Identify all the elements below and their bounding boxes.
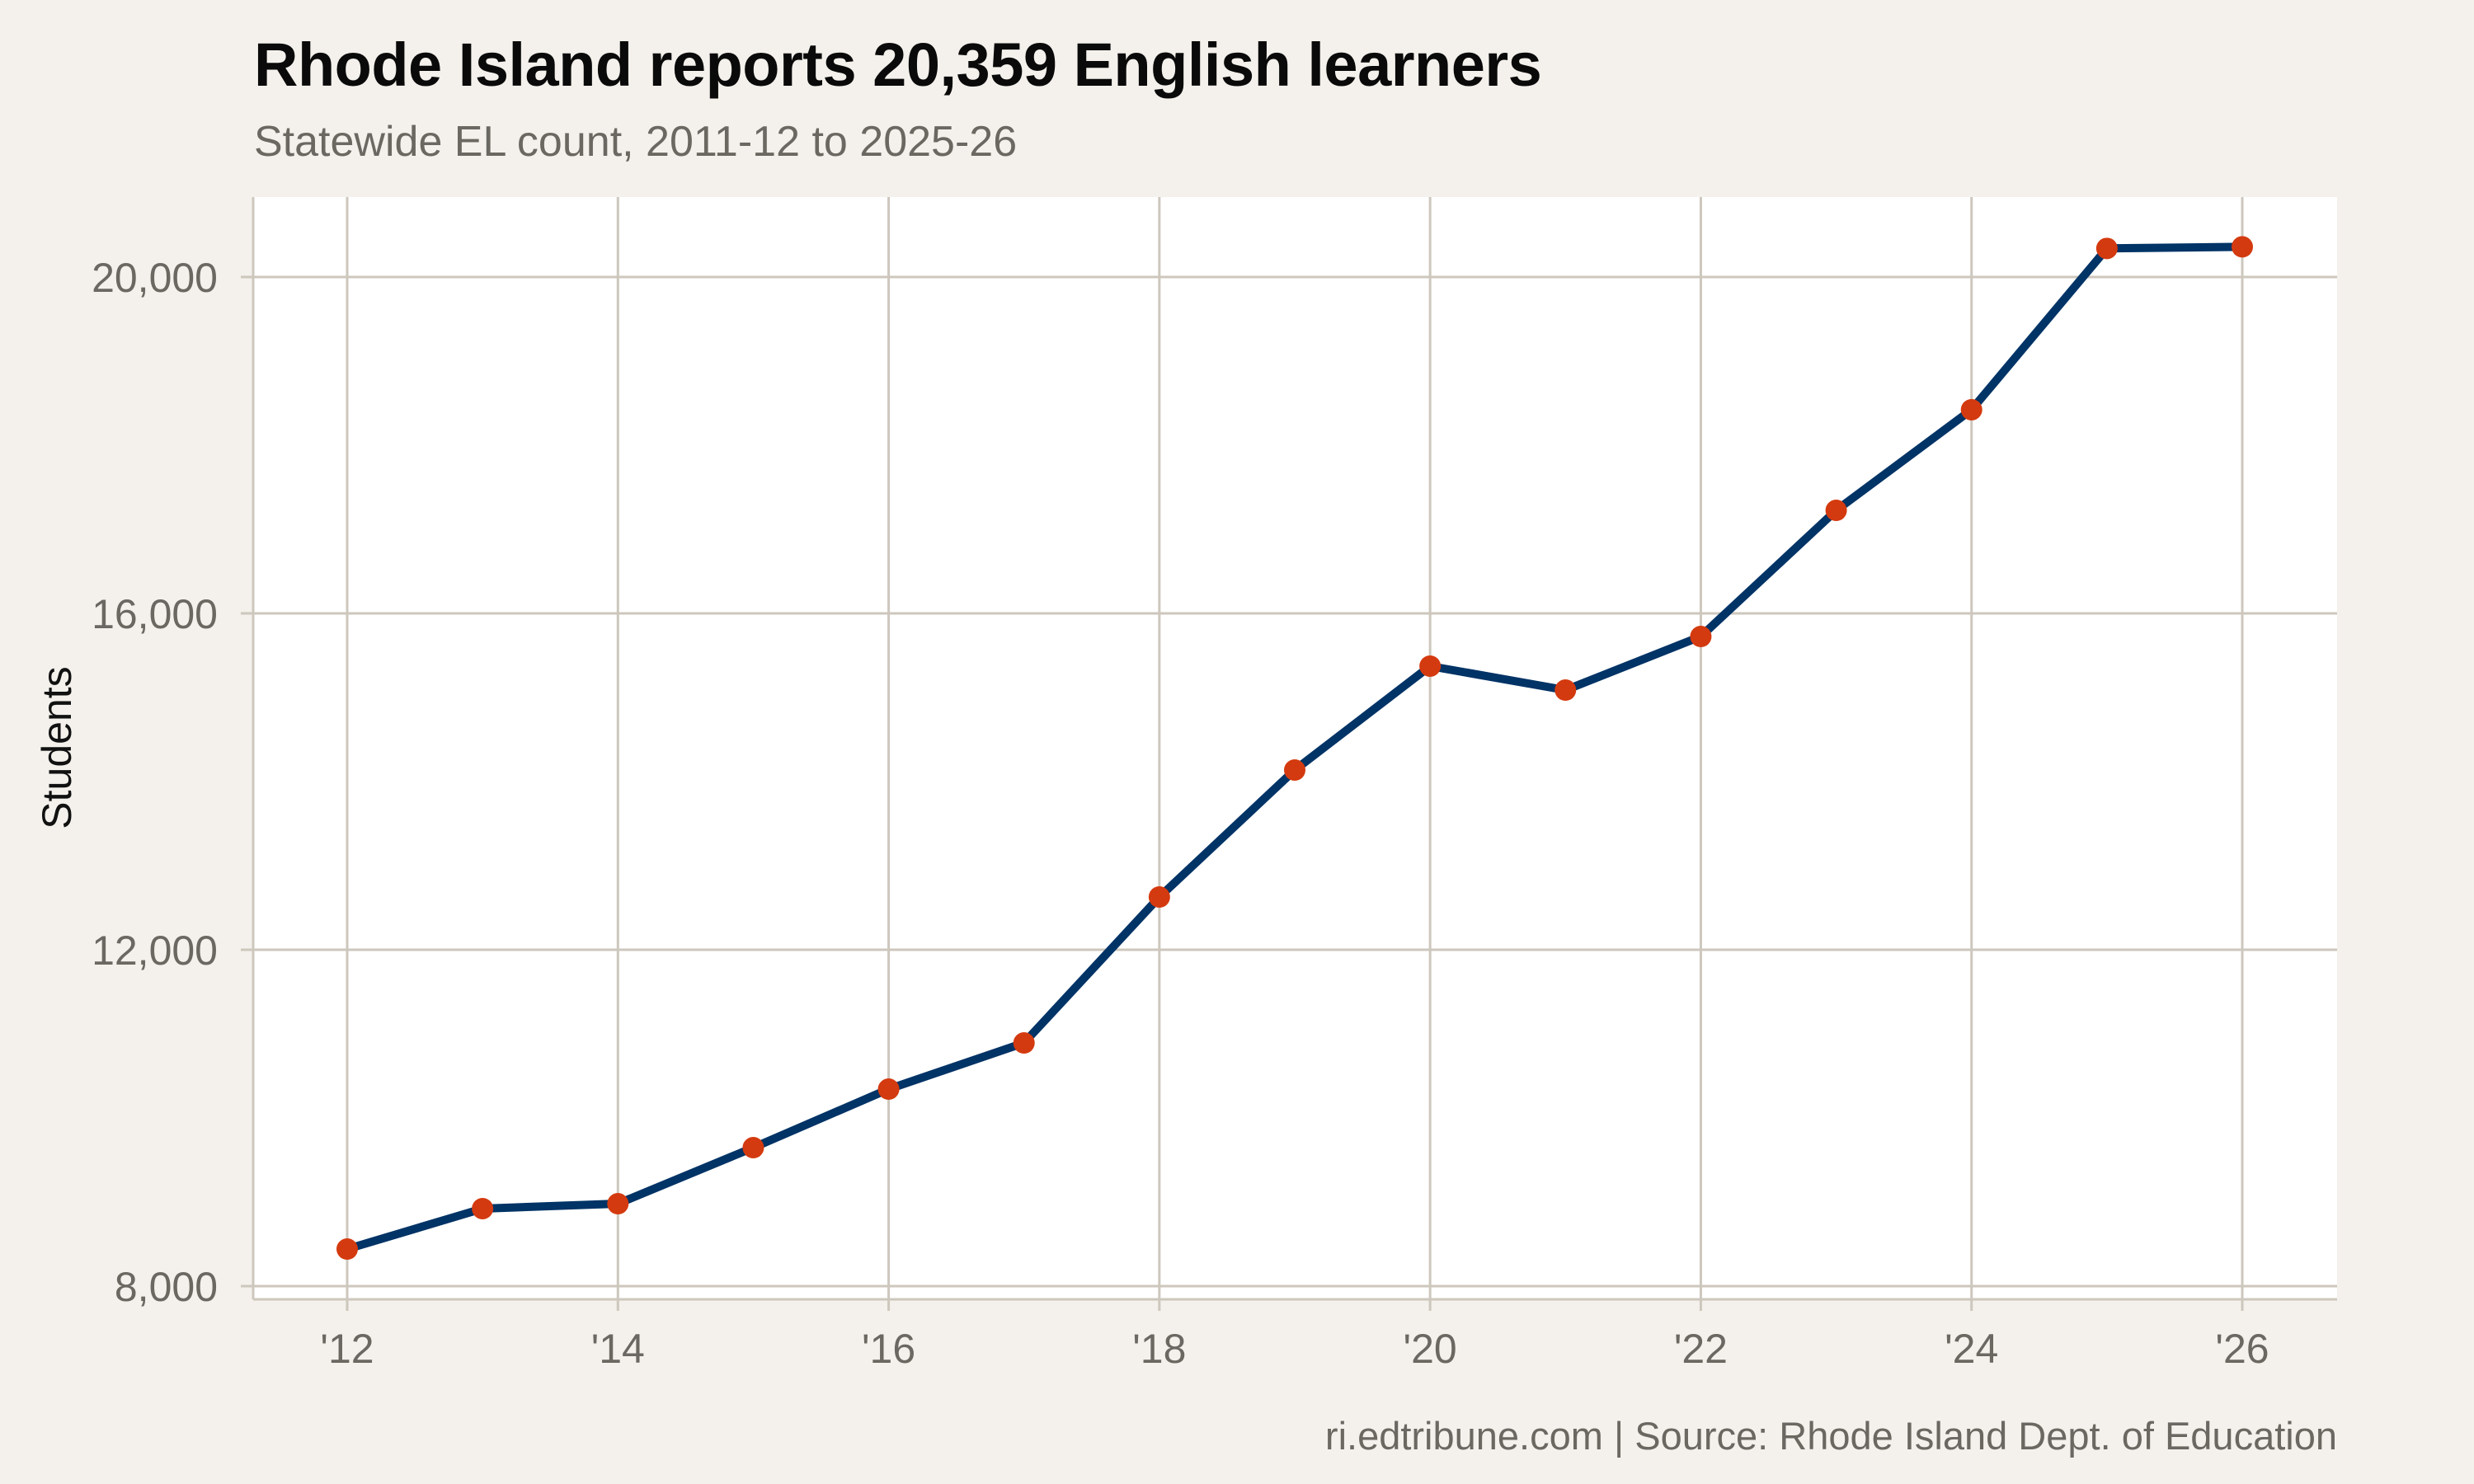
y-axis-tick-labels: 8,000 12,000 16,000 20,000 — [92, 255, 218, 1310]
x-tick-label: '20 — [1404, 1326, 1457, 1372]
y-tick-label: 16,000 — [92, 591, 218, 637]
plot-panel — [253, 197, 2337, 1299]
data-point — [877, 1078, 900, 1101]
data-point — [2095, 237, 2118, 260]
source-credit: ri.edtribune.com | Source: Rhode Island … — [1324, 1414, 2337, 1458]
x-tick-label: '24 — [1945, 1326, 1998, 1372]
x-tick-label: '16 — [862, 1326, 915, 1372]
data-point — [1284, 759, 1305, 782]
x-tick-label: '14 — [591, 1326, 645, 1372]
data-point — [1960, 398, 1982, 420]
data-point — [472, 1197, 494, 1219]
y-gridlines — [241, 275, 2337, 1288]
x-tick-label: '18 — [1132, 1326, 1186, 1372]
data-point — [1690, 626, 1712, 648]
x-gridlines — [346, 197, 2244, 1311]
x-tick-label: '12 — [320, 1326, 374, 1372]
data-point — [336, 1238, 358, 1261]
data-point — [1554, 679, 1577, 702]
data-point — [1825, 500, 1847, 522]
chart-subtitle: Statewide EL count, 2011-12 to 2025-26 — [254, 118, 1018, 166]
x-tick-label: '26 — [2215, 1326, 2269, 1372]
data-point — [1148, 886, 1170, 909]
chart-title: Rhode Island reports 20,359 English lear… — [254, 31, 1542, 99]
data-point — [2232, 236, 2253, 258]
x-axis-tick-labels: '12 '14 '16 '18 '20 '22 '24 '26 — [320, 1326, 2269, 1372]
data-points — [336, 236, 2253, 1261]
y-tick-label: 12,000 — [92, 928, 218, 974]
y-tick-label: 8,000 — [115, 1264, 218, 1310]
data-point — [1013, 1032, 1035, 1054]
data-point — [742, 1137, 764, 1159]
data-point — [607, 1193, 629, 1215]
x-tick-label: '22 — [1674, 1326, 1728, 1372]
data-point — [1419, 655, 1442, 677]
y-tick-label: 20,000 — [92, 255, 218, 301]
y-axis-title: Students — [34, 666, 80, 829]
